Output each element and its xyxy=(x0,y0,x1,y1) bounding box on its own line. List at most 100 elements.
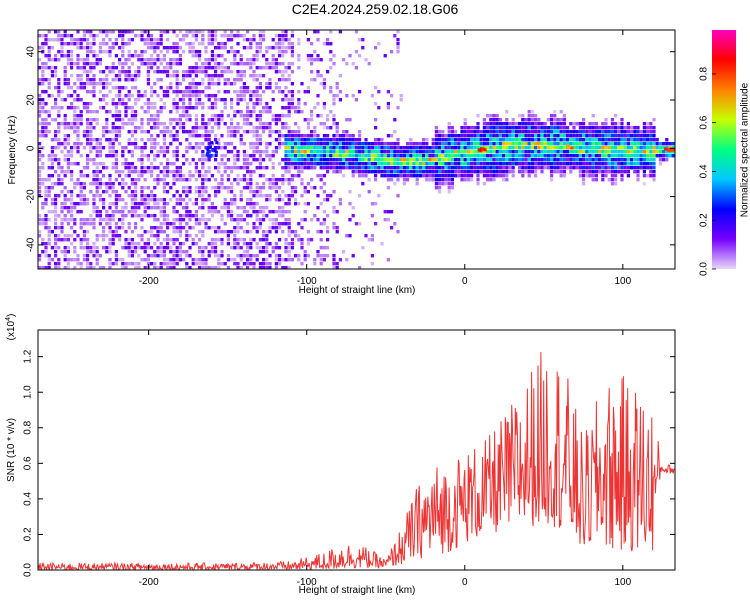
spectrogram-cell xyxy=(281,190,285,194)
spectrogram-cell xyxy=(44,222,48,226)
spectrogram-cell xyxy=(252,254,256,258)
spectrogram-cell xyxy=(287,222,291,226)
y-tick-label: -20 xyxy=(26,189,37,204)
spectrogram-cell xyxy=(383,174,387,178)
spectrogram-cell xyxy=(438,146,442,150)
spectrogram-cell xyxy=(236,122,240,126)
spectrogram-cell xyxy=(82,222,86,226)
spectrogram-cell xyxy=(134,78,138,82)
spectrogram-cell xyxy=(425,170,429,174)
spectrogram-cell xyxy=(556,122,560,126)
spectrogram-cell xyxy=(76,150,80,154)
spectrogram-cell xyxy=(281,70,285,74)
spectrogram-cell xyxy=(44,126,48,130)
spectrogram-cell xyxy=(57,238,61,242)
spectrogram-cell xyxy=(105,186,109,190)
spectrogram-cell xyxy=(236,42,240,46)
spectrogram-cell xyxy=(146,138,150,142)
spectrogram-cell xyxy=(134,110,138,114)
spectrogram-cell xyxy=(38,78,42,82)
spectrogram-cell xyxy=(630,154,634,158)
spectrogram-cell xyxy=(162,30,166,34)
spectrogram-cell xyxy=(124,110,128,114)
spectrogram-cell xyxy=(338,158,342,162)
spectrogram-cell xyxy=(527,126,531,130)
spectrogram-cell xyxy=(434,178,438,182)
spectrogram-cell xyxy=(50,230,54,234)
spectrogram-cell xyxy=(130,238,134,242)
spectrogram-cell xyxy=(41,90,45,94)
spectrogram-cell xyxy=(92,42,96,46)
spectrogram-cell xyxy=(121,186,125,190)
spectrogram-cell xyxy=(66,94,70,98)
spectrogram-cell xyxy=(118,78,122,82)
spectrogram-cell xyxy=(188,266,192,269)
spectrogram-cell xyxy=(146,154,150,158)
spectrogram-cell xyxy=(614,114,618,118)
spectrogram-cell xyxy=(303,150,307,154)
spectrogram-cell xyxy=(345,154,349,158)
spectrogram-cell xyxy=(255,254,259,258)
spectrogram-cell xyxy=(431,154,435,158)
spectrogram-cell xyxy=(441,182,445,186)
spectrogram-cell xyxy=(582,126,586,130)
spectrogram-cell xyxy=(402,166,406,170)
spectrogram-cell xyxy=(249,62,253,66)
spectrogram-cell xyxy=(258,82,262,86)
spectrogram-cell xyxy=(105,50,109,54)
spectrogram-cell xyxy=(207,134,211,138)
spectrogram-cell xyxy=(290,150,294,154)
spectrogram-cell xyxy=(457,134,461,138)
spectrogram-cell xyxy=(351,166,355,170)
spectrogram-cell xyxy=(313,58,317,62)
spectrogram-cell xyxy=(146,194,150,198)
spectrogram-cell xyxy=(591,170,595,174)
spectrogram-cell xyxy=(204,46,208,50)
spectrogram-cell xyxy=(114,158,118,162)
spectrogram-cell xyxy=(118,194,122,198)
spectrogram-cell xyxy=(156,182,160,186)
spectrogram-cell xyxy=(198,170,202,174)
spectrogram-cell xyxy=(390,158,394,162)
spectrogram-cell xyxy=(332,150,336,154)
spectrogram-cell xyxy=(130,142,134,146)
spectrogram-cell xyxy=(118,238,122,242)
spectrogram-cell xyxy=(44,134,48,138)
spectrogram-cell xyxy=(322,78,326,82)
spectrogram-cell xyxy=(38,166,42,170)
spectrogram-cell xyxy=(76,126,80,130)
spectrogram-cell xyxy=(399,158,403,162)
spectrogram-cell xyxy=(310,238,314,242)
spectrogram-cell xyxy=(258,66,262,70)
spectrogram-cell xyxy=(162,178,166,182)
spectrogram-cell xyxy=(130,118,134,122)
spectrogram-cell xyxy=(610,178,614,182)
spectrogram-cell xyxy=(668,154,672,158)
spectrogram-cell xyxy=(162,46,166,50)
spectrogram-cell xyxy=(566,134,570,138)
spectrogram-cell xyxy=(281,34,285,38)
spectrogram-cell xyxy=(342,134,346,138)
spectrogram-cell xyxy=(95,154,99,158)
spectrogram-cell xyxy=(134,226,138,230)
spectrogram-cell xyxy=(332,206,336,210)
spectrogram-cell xyxy=(38,158,42,162)
spectrogram-cell xyxy=(265,46,269,50)
spectrogram-cell xyxy=(354,138,358,142)
spectrogram-cell xyxy=(319,186,323,190)
spectrogram-cell xyxy=(553,134,557,138)
spectrogram-cell xyxy=(76,130,80,134)
spectrogram-cell xyxy=(610,170,614,174)
spectrogram-cell xyxy=(114,234,118,238)
spectrogram-cell xyxy=(278,62,282,66)
spectrogram-cell xyxy=(118,130,122,134)
spectrogram-cell xyxy=(434,162,438,166)
spectrogram-cell xyxy=(57,182,61,186)
spectrogram-cell xyxy=(230,182,234,186)
spectrogram-cell xyxy=(297,174,301,178)
spectrogram-cell xyxy=(326,194,330,198)
spectrogram-cell xyxy=(466,154,470,158)
spectrogram-cell xyxy=(201,82,205,86)
spectrogram-cell xyxy=(636,134,640,138)
spectrogram-cell xyxy=(281,258,285,262)
